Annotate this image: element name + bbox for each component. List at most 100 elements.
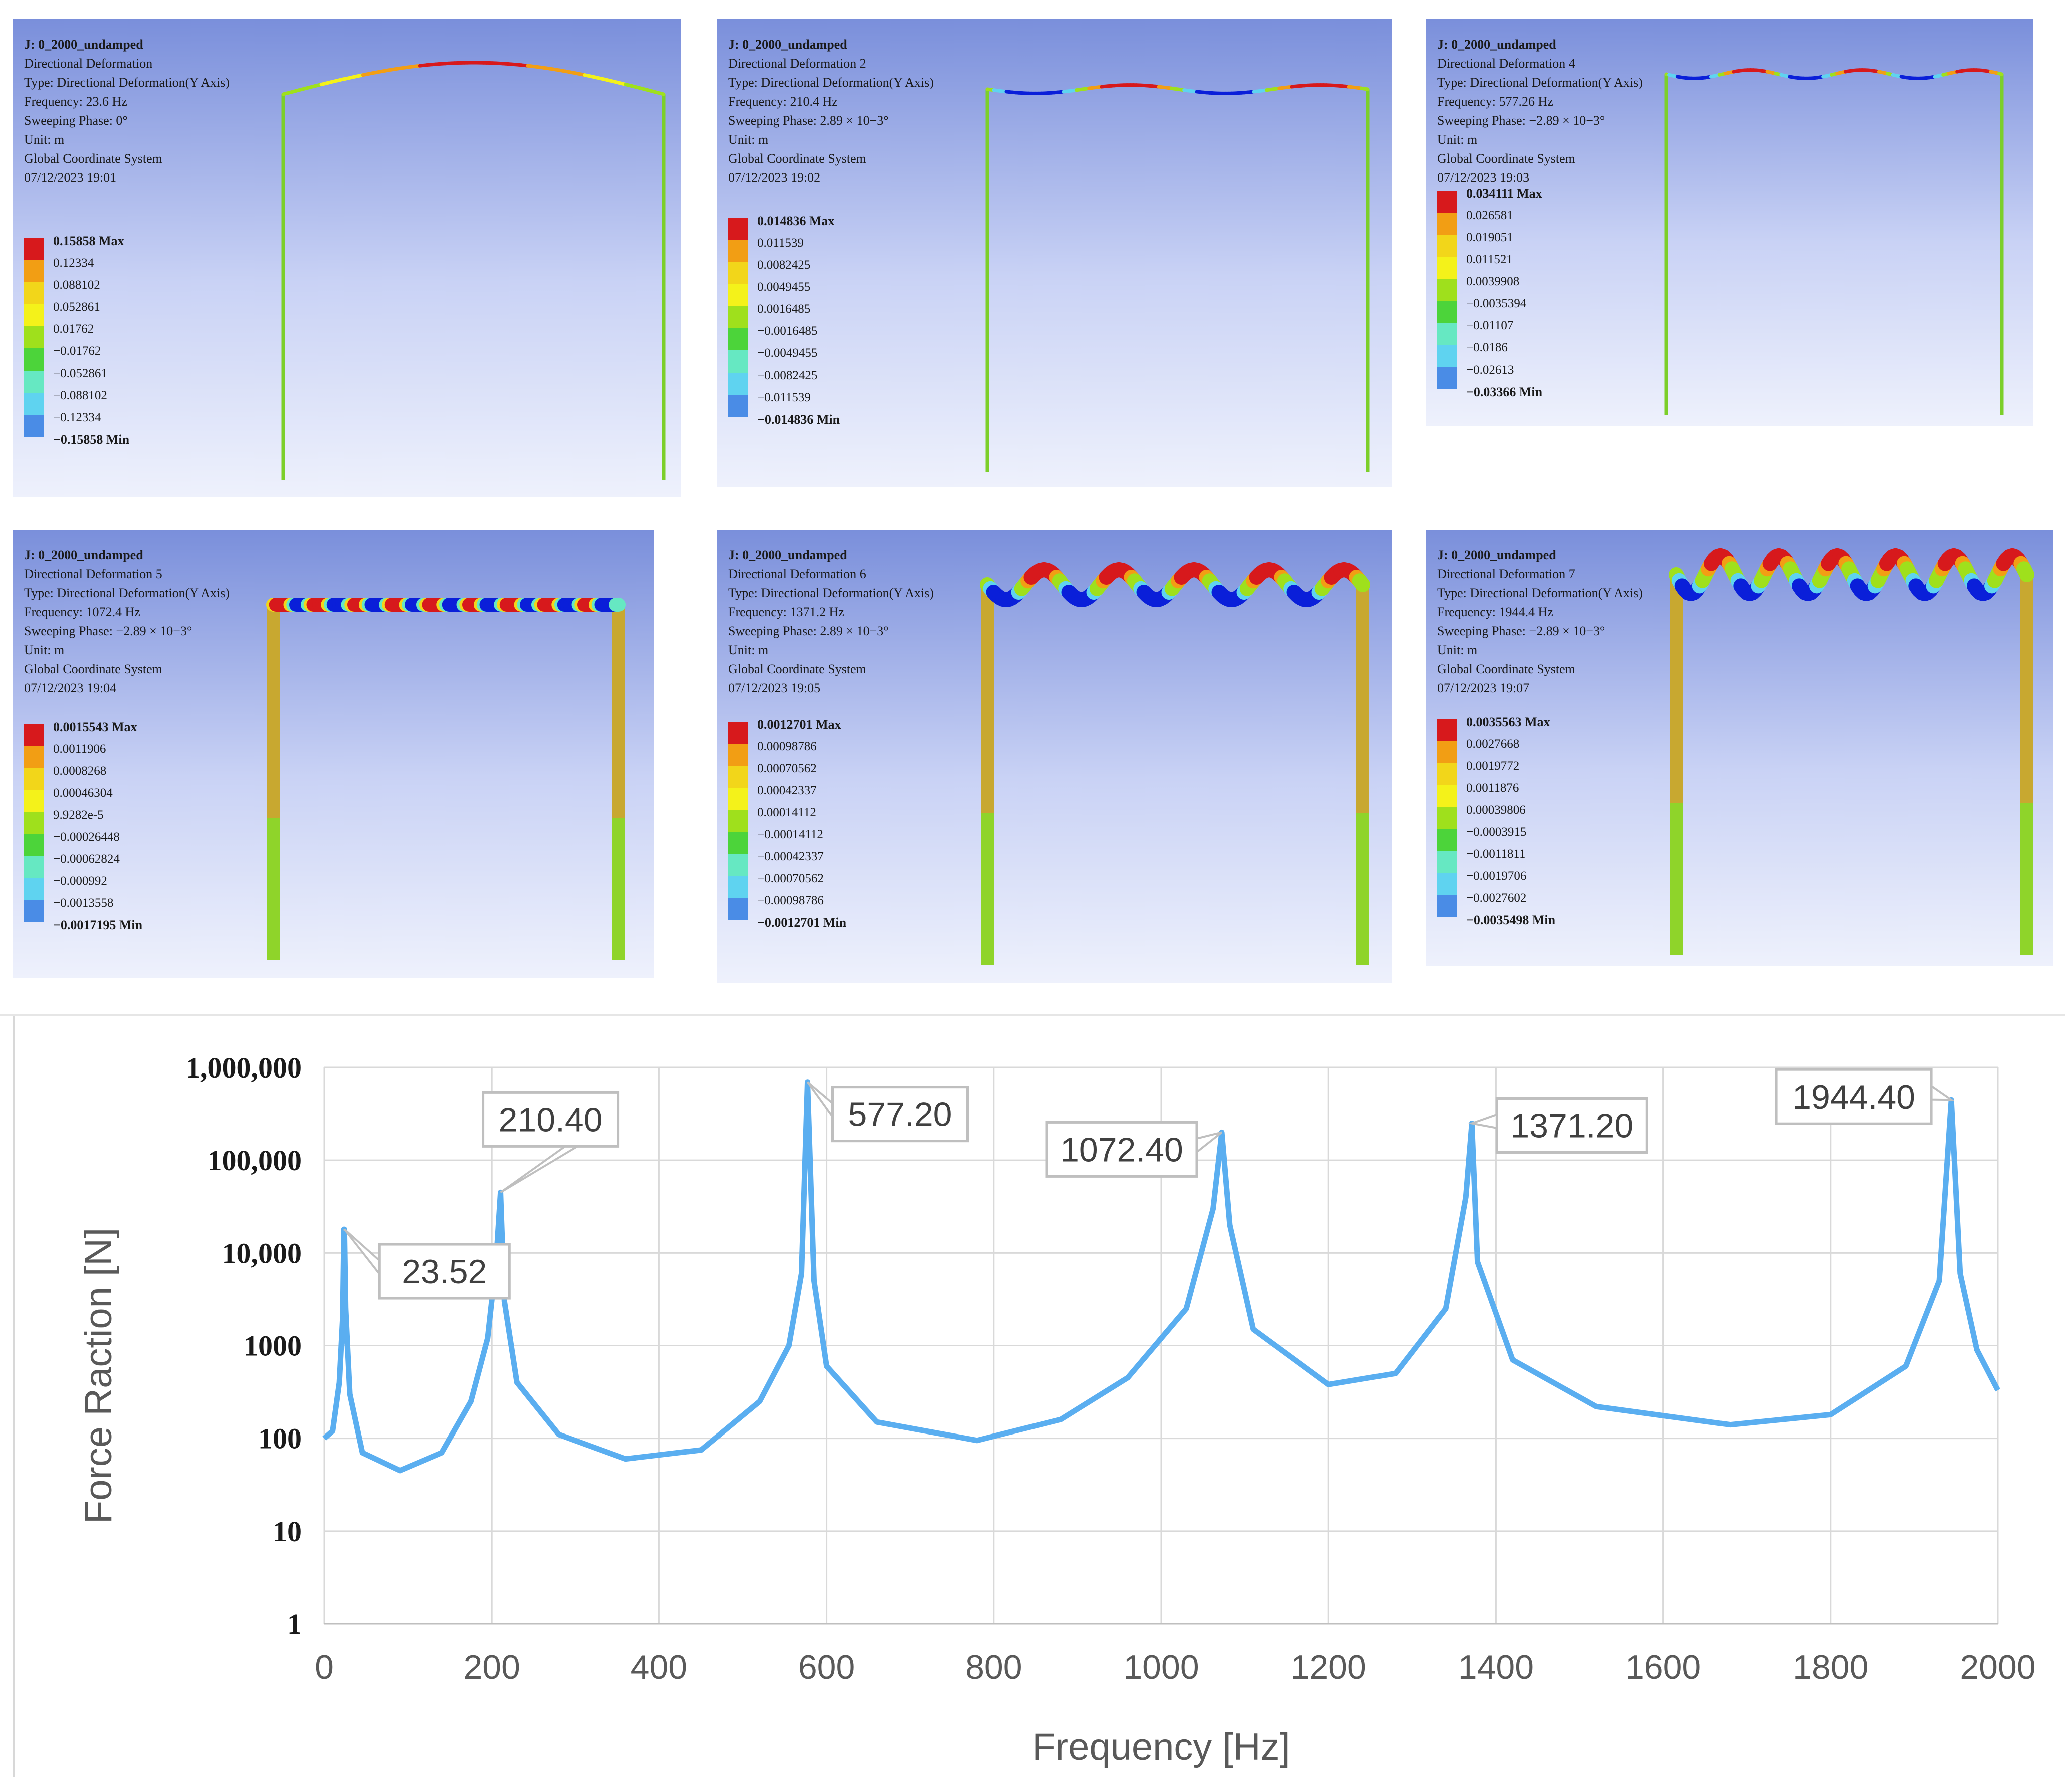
frame-left-leg [1664,74,1668,415]
legend-value: −0.011539 [757,391,811,404]
callout-pointer [1930,1084,1955,1101]
panel-info: J: 0_2000_undamped Directional Deformatio… [728,35,934,187]
legend-swatch [728,328,748,350]
legend-swatch [1437,719,1457,741]
series-point [1328,1384,1329,1385]
legend-value: 9.9282e-5 [53,808,104,822]
legend-swatch [728,876,748,898]
legend-swatch [1437,785,1457,807]
series-point [1730,1424,1731,1425]
legend-value: −0.0035394 [1466,297,1527,310]
legend-value: 0.15858 Max [53,234,124,248]
frame-right-leg [662,94,666,480]
peak-callout: 210.40 [482,1091,620,1194]
panel-title: J: 0_2000_undamped [24,548,143,562]
callout-pointer [806,1081,834,1120]
panel-info: J: 0_2000_undamped Directional Deformatio… [1437,35,1643,187]
callout-box [378,1243,511,1300]
legend-swatch [1437,257,1457,279]
legend-swatch [24,326,44,348]
panel-info-line: Global Coordinate System [1437,151,1575,166]
x-tick-label: 2000 [1960,1648,2035,1686]
peak-callout: 1072.40 [1045,1121,1223,1178]
panel-info-line: 07/12/2023 19:03 [1437,170,1530,185]
legend-swatch [24,724,44,746]
legend-value: 0.00014112 [757,806,816,819]
panel-info-line: Type: Directional Deformation(Y Axis) [1437,586,1643,600]
legend-swatch [728,744,748,766]
frame-deformation-shape [1669,548,2034,955]
panel-info-line: Sweeping Phase: −2.89 × 10−3° [1437,113,1605,128]
beam-segment [2016,561,2034,582]
legend-swatch [24,878,44,900]
series-point [339,1382,340,1383]
legend-value: 0.0011906 [53,742,106,756]
panel-info: J: 0_2000_undamped Directional Deformatio… [24,546,230,698]
legend-value: 0.00046304 [53,786,113,800]
legend-value: 0.019051 [1466,231,1513,244]
legend-swatch [728,373,748,395]
legend-value: −0.01107 [1466,319,1514,332]
legend-value: −0.0082425 [757,369,818,382]
legend-swatch [24,900,44,922]
legend-value: 0.0027668 [1466,737,1520,751]
y-axis-label: Force Raction [N] [77,1228,120,1524]
legend-swatch [728,766,748,788]
panel-info-line: Directional Deformation 5 [24,567,162,581]
panel-info-line: Global Coordinate System [728,151,866,166]
panel-info-line: Type: Directional Deformation(Y Axis) [728,586,934,600]
legend-value: 0.0012701 Max [757,717,841,732]
legend-value: −0.00026448 [53,830,120,844]
legend-swatch [24,371,44,393]
legend-swatch [24,415,44,437]
legend-swatch [24,790,44,812]
panel-info-line: Unit: m [1437,132,1478,147]
x-tick-label: 600 [798,1648,855,1686]
panel-info-line: Sweeping Phase: −2.89 × 10−3° [1437,624,1605,638]
panel-info-line: Unit: m [1437,643,1478,657]
legend-value: −0.15858 Min [53,432,130,447]
legend-value: −0.0013558 [53,896,114,910]
panel-title: J: 0_2000_undamped [1437,548,1556,562]
panel-info-line: Sweeping Phase: 2.89 × 10−3° [728,624,889,638]
series-point [504,1301,505,1302]
mode-shape-panel-3: J: 0_2000_undamped Directional Deformatio… [1426,19,2033,426]
callout-box [1775,1068,1933,1125]
callout-box [1045,1121,1198,1178]
panel-title: J: 0_2000_undamped [728,37,847,52]
panel-info-line: Frequency: 1072.4 Hz [24,605,140,619]
legend-value: 0.052861 [53,300,100,314]
legend-swatch [728,788,748,810]
legend-value: −0.052861 [53,367,107,380]
panel-info-line: Sweeping Phase: 0° [24,113,128,128]
chart-frame-left [13,1016,15,1777]
peak-callout: 577.20 [806,1081,969,1143]
y-tick-label: 1 [287,1608,302,1640]
legend-value: 0.011521 [1466,253,1513,266]
legend-value: 0.0039908 [1466,275,1520,288]
x-axis-label: Frequency [Hz] [1032,1726,1290,1768]
panel-info-line: Frequency: 210.4 Hz [728,94,838,109]
callout-label: 23.52 [402,1253,487,1291]
legend-value: −0.0027602 [1466,891,1527,905]
callout-box [831,1086,969,1143]
legend-swatch [728,240,748,262]
series-line [322,1079,2000,1474]
panel-info-line: Directional Deformation 7 [1437,567,1575,581]
peak-callout: 1371.20 [1468,1097,1648,1154]
legend-value: 0.00039806 [1466,803,1526,817]
legend-swatch [728,350,748,373]
frame-right-leg-base [1356,813,1369,965]
panel-info-line: Global Coordinate System [728,662,866,676]
legend-value: −0.000992 [53,874,107,888]
legend-value: −0.0016485 [757,324,818,338]
callout-box [1495,1097,1648,1154]
legend-swatch [1437,367,1457,389]
legend-value: 0.0019772 [1466,759,1520,773]
x-tick-label: 1400 [1458,1648,1534,1686]
legend-swatch [728,722,748,744]
legend-value: 0.0011876 [1466,781,1519,795]
legend-value: 0.011539 [757,236,804,250]
panel-info: J: 0_2000_undamped Directional Deformatio… [728,546,934,698]
panel-info-line: Frequency: 577.26 Hz [1437,94,1553,109]
